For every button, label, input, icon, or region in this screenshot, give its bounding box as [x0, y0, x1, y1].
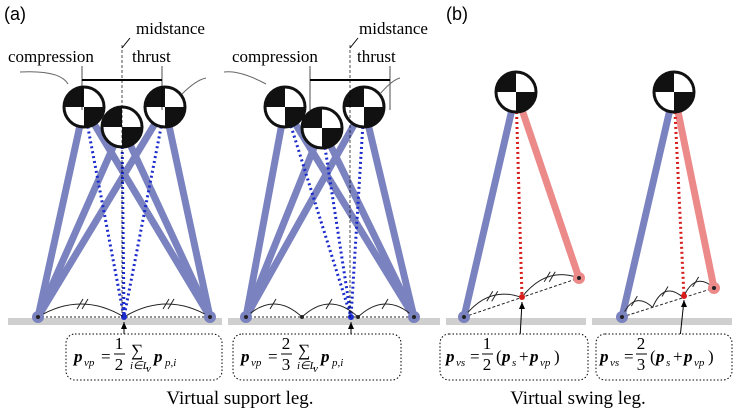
sum-index-sub: v: [146, 363, 151, 375]
label: compression: [232, 47, 318, 66]
equals: =: [268, 347, 278, 366]
leg: [674, 92, 714, 288]
subscript: p,i: [331, 357, 343, 369]
tick-mark: [492, 291, 498, 301]
com-quadrant: [165, 107, 185, 127]
com-quadrant: [364, 107, 384, 127]
label: midstance: [359, 19, 428, 38]
label: thrust: [132, 47, 171, 66]
trajectory: [20, 72, 68, 84]
arc: [464, 294, 522, 317]
equals: =: [470, 347, 480, 366]
leg: [38, 127, 122, 317]
foot-point: [244, 315, 248, 319]
arrowhead: [681, 300, 687, 307]
ground: [228, 318, 440, 325]
caption: Virtual support leg.: [166, 388, 313, 409]
equals: =: [624, 347, 634, 366]
denominator: 2: [483, 355, 492, 374]
leg: [622, 92, 674, 317]
symbol: p: [319, 347, 330, 366]
denominator: 3: [637, 355, 646, 374]
symbol: p: [500, 347, 511, 366]
arrowhead: [519, 302, 525, 309]
symbol: p: [444, 347, 455, 366]
caption: Virtual swing leg.: [510, 388, 646, 409]
leg: [364, 107, 414, 317]
symbol: p: [152, 347, 163, 366]
com-quadrant: [654, 72, 674, 92]
tick-mark: [549, 272, 555, 282]
denominator: 3: [282, 355, 291, 374]
subscript: vp: [251, 357, 262, 369]
ground: [592, 318, 732, 325]
shapes: [8, 38, 732, 380]
paren: ): [708, 347, 714, 366]
virtual-leg: [516, 92, 522, 297]
denominator: 2: [115, 355, 124, 374]
virtual-foot: [519, 294, 525, 300]
arc: [522, 275, 580, 298]
symbol: p: [72, 347, 83, 366]
subscript: vs: [610, 357, 619, 369]
subscript: vp: [84, 357, 95, 369]
numerator: 2: [637, 334, 646, 353]
subscript: s: [666, 357, 670, 369]
leg: [246, 128, 322, 317]
foot-point: [412, 315, 416, 319]
symbol: p: [598, 347, 609, 366]
symbol: p: [528, 347, 539, 366]
numerator: 1: [483, 334, 492, 353]
subscript: vp: [694, 357, 705, 369]
virtual-foot: [348, 314, 354, 320]
com-quadrant: [516, 92, 536, 112]
label: midstance: [136, 19, 205, 38]
com-quadrant: [64, 87, 84, 107]
foot-point: [36, 315, 40, 319]
arc: [38, 304, 124, 317]
foot-point: [577, 276, 581, 280]
plus: +: [673, 347, 683, 366]
numerator: 1: [115, 334, 124, 353]
com-quadrant: [674, 92, 694, 112]
foot-point: [712, 286, 716, 290]
foot-point: [462, 315, 466, 319]
subscript: s: [512, 357, 516, 369]
leg: [516, 92, 579, 278]
label: thrust: [357, 47, 396, 66]
panel-label: (b): [446, 4, 468, 24]
symbol: p: [239, 347, 250, 366]
point: [356, 315, 360, 319]
pointer: [122, 38, 130, 48]
foot-point: [620, 315, 624, 319]
subscript: vs: [456, 357, 465, 369]
foot-point: [208, 315, 212, 319]
symbol: p: [682, 347, 693, 366]
sum: ∑: [298, 341, 310, 360]
arc: [653, 291, 684, 307]
label: compression: [8, 47, 94, 66]
equals: =: [101, 347, 111, 366]
sum: ∑: [131, 341, 143, 360]
arc: [124, 304, 210, 317]
point: [300, 315, 304, 319]
diagram: (a) (b) compression midstance thrust com…: [0, 0, 736, 413]
com-quadrant: [344, 87, 364, 107]
subscript: p,i: [164, 357, 176, 369]
subscript: vp: [540, 357, 551, 369]
paren: ): [554, 347, 560, 366]
trajectory: [224, 72, 266, 84]
com-quadrant: [265, 87, 285, 107]
virtual-foot: [681, 293, 687, 299]
numerator: 2: [282, 334, 291, 353]
symbol: p: [654, 347, 665, 366]
com-quadrant: [496, 72, 516, 92]
base-line: [622, 288, 714, 317]
leg: [464, 92, 516, 317]
trajectory: [182, 78, 206, 94]
plus: +: [519, 347, 529, 366]
panel-label: (a): [4, 4, 26, 24]
sum-index-sub: v: [313, 363, 318, 375]
